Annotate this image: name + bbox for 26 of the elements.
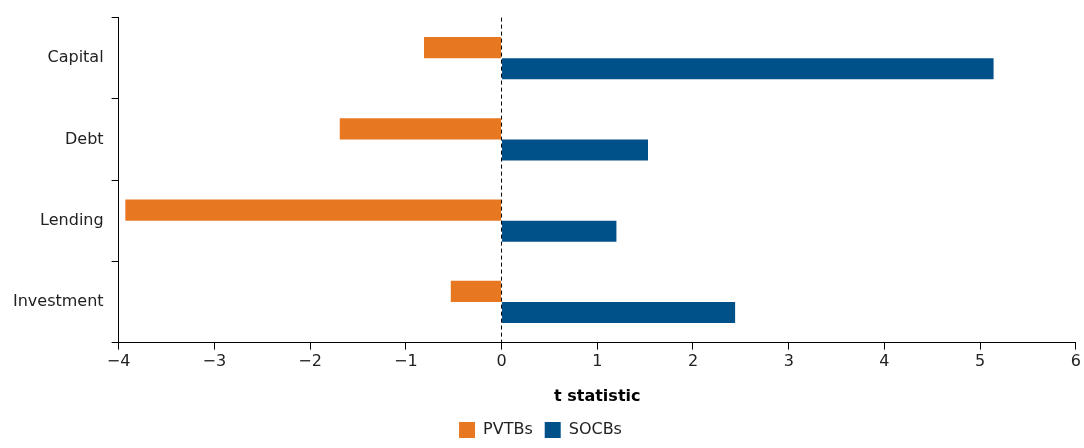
x-tick-label: 3 <box>783 351 794 371</box>
x-tick-label: −1 <box>394 351 418 371</box>
x-tick-label: −3 <box>202 351 227 371</box>
x-tick-label: 2 <box>687 351 699 371</box>
bar <box>424 37 502 59</box>
x-tick-label: 5 <box>975 351 986 371</box>
bar <box>339 118 502 140</box>
x-axis-title: t statistic <box>554 385 641 405</box>
y-tick-label: Debt <box>65 128 104 148</box>
x-tick-label: 0 <box>496 351 507 371</box>
bar <box>502 139 648 161</box>
y-tick-label: Investment <box>13 291 104 311</box>
x-tick-label: −2 <box>298 351 322 371</box>
x-tick-label: 6 <box>1070 351 1081 371</box>
y-tick-label: Capital <box>47 47 104 67</box>
bar <box>502 58 994 80</box>
bar <box>502 220 617 242</box>
x-tick-label: −4 <box>106 351 131 371</box>
x-tick-label: 1 <box>592 351 603 371</box>
legend-label: SOCBs <box>568 419 622 439</box>
bar <box>502 301 736 324</box>
x-tick-label: 4 <box>879 351 890 371</box>
legend-label: PVTBs <box>483 419 533 439</box>
bar <box>125 199 502 221</box>
y-tick-label: Lending <box>40 209 104 229</box>
bar <box>450 280 502 302</box>
